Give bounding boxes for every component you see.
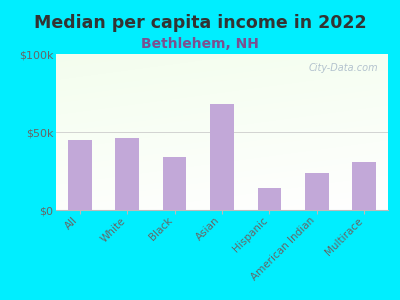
Bar <box>352 162 376 210</box>
Bar <box>258 188 281 210</box>
Text: Bethlehem, NH: Bethlehem, NH <box>141 38 259 52</box>
Bar <box>210 104 234 210</box>
Bar <box>163 157 186 210</box>
Bar <box>115 138 139 210</box>
Bar <box>305 172 329 210</box>
Bar <box>68 140 92 210</box>
Text: Median per capita income in 2022: Median per capita income in 2022 <box>34 14 366 32</box>
Text: City-Data.com: City-Data.com <box>308 63 378 74</box>
